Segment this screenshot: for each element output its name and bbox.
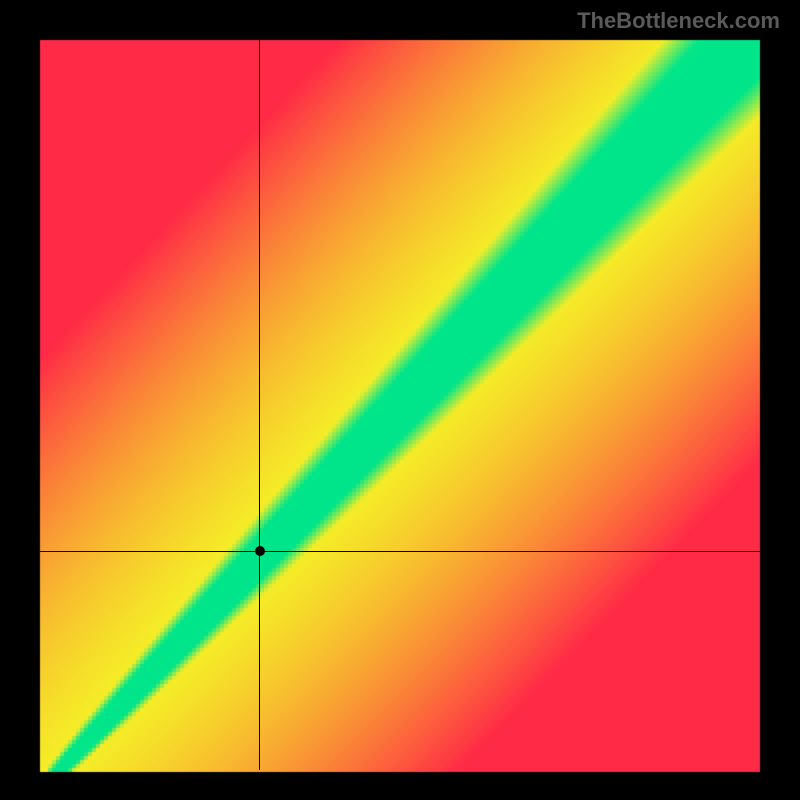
chart-container: { "watermark": "TheBottleneck.com", "can… <box>0 0 800 800</box>
bottleneck-heatmap <box>0 0 800 800</box>
crosshair-vertical <box>259 40 260 770</box>
crosshair-marker <box>255 546 265 556</box>
crosshair-horizontal <box>40 551 760 552</box>
watermark-text: TheBottleneck.com <box>577 8 780 34</box>
